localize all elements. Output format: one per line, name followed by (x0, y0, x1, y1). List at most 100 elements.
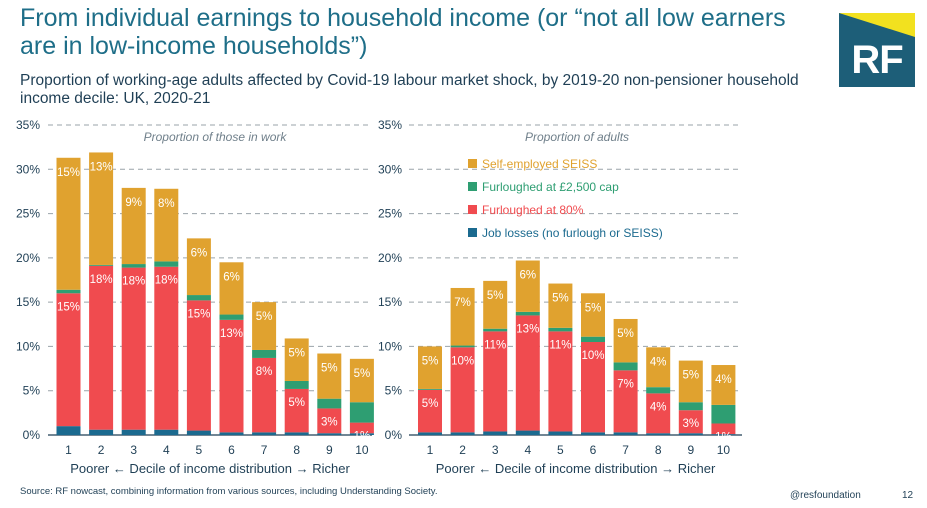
bar-segment (581, 293, 605, 337)
bar-segment (548, 283, 573, 328)
bar-segment (418, 346, 442, 389)
y-tick-label: 35% (378, 118, 402, 132)
chart-panel-2: 0%5%10%15%20%25%30%35%Proportion of adul… (378, 118, 742, 476)
bar-segment (219, 432, 244, 435)
bar-segment (483, 331, 508, 432)
bar-segment (219, 314, 244, 320)
data-label: 5% (321, 363, 338, 375)
bar-segment (711, 404, 736, 424)
x-tick-label: 4 (524, 443, 531, 457)
data-label: 13% (90, 161, 113, 173)
bar-segment (89, 265, 114, 430)
x-axis-label: Poorer ← Decile of income distribution →… (436, 461, 716, 476)
y-tick-label: 0% (23, 428, 41, 442)
bar-segment (154, 188, 179, 262)
data-label: 4% (650, 356, 667, 368)
bar-segment (219, 319, 244, 433)
bar-segment (89, 152, 114, 265)
y-tick-label: 25% (16, 207, 40, 221)
bar-segment (483, 280, 508, 329)
bar-segment (349, 422, 374, 434)
x-tick-label: 10 (717, 443, 731, 457)
y-tick-label: 35% (16, 118, 40, 132)
bar-segment (678, 360, 703, 403)
bar-segment (711, 423, 736, 435)
data-label: 5% (487, 290, 504, 302)
bar-segment (349, 433, 374, 435)
logo-text: RF (851, 38, 903, 82)
bar-segment (418, 389, 442, 433)
bar-segment (121, 267, 146, 430)
data-label: 5% (288, 347, 305, 359)
data-label: 11% (549, 339, 571, 351)
bar-segment (613, 362, 638, 371)
data-label: 4% (715, 374, 732, 386)
bar-segment (418, 388, 442, 390)
bar-segment (678, 402, 703, 411)
data-label: 18% (155, 275, 178, 287)
data-label: 5% (256, 311, 273, 323)
data-label: 5% (552, 293, 569, 305)
bar-segment (121, 187, 146, 265)
data-label: 15% (57, 301, 80, 313)
bar-segment (219, 262, 244, 315)
data-label: 1% (354, 431, 371, 443)
bar-segment (581, 336, 605, 342)
data-label: 6% (191, 247, 208, 259)
x-tick-label: 1 (65, 443, 72, 457)
x-tick-label: 3 (130, 443, 137, 457)
data-label: 3% (321, 416, 338, 428)
x-tick-label: 8 (655, 443, 662, 457)
y-tick-label: 15% (16, 295, 40, 309)
data-label: 7% (617, 378, 634, 390)
bar-segment (450, 345, 475, 348)
x-tick-label: 10 (355, 443, 369, 457)
x-tick-label: 9 (687, 443, 694, 457)
bar-segment (252, 302, 277, 350)
data-label: 6% (519, 270, 536, 282)
bar-segment (678, 410, 703, 434)
bar-segment (56, 293, 81, 427)
x-tick-label: 5 (196, 443, 203, 457)
y-tick-label: 15% (378, 295, 402, 309)
panel-label: Proportion of adults (525, 130, 629, 144)
bar-segment (646, 393, 671, 434)
bar-segment (56, 157, 81, 290)
bar-segment (548, 431, 573, 435)
x-tick-label: 3 (492, 443, 499, 457)
x-tick-label: 9 (326, 443, 333, 457)
bar-segment (349, 402, 374, 423)
data-label: 5% (682, 370, 699, 382)
bar-segment (284, 380, 309, 389)
data-label: 6% (223, 271, 240, 283)
data-label: 8% (158, 198, 175, 210)
x-tick-label: 6 (228, 443, 235, 457)
data-label: 9% (125, 197, 142, 209)
bar-segment (418, 432, 442, 435)
bar-segment (154, 261, 179, 267)
y-tick-label: 20% (16, 251, 40, 265)
x-tick-label: 1 (427, 443, 434, 457)
x-tick-label: 5 (557, 443, 564, 457)
x-tick-label: 7 (622, 443, 629, 457)
bar-segment (515, 315, 540, 431)
bar-segment (515, 260, 540, 312)
y-tick-label: 0% (385, 428, 403, 442)
rf-logo: RF (839, 13, 915, 87)
x-tick-label: 6 (590, 443, 597, 457)
bar-segment (548, 327, 573, 332)
data-label: 18% (122, 276, 145, 288)
bar-segment (450, 287, 475, 346)
bar-segment (186, 295, 211, 301)
bar-segment (483, 431, 508, 435)
bar-segment (56, 289, 81, 294)
data-label: 15% (187, 308, 210, 320)
bar-segment (317, 398, 342, 409)
legend-label: Furloughed at £2,500 cap (482, 180, 619, 194)
bar-segment (711, 434, 736, 435)
page-subtitle: Proportion of working-age adults affecte… (20, 72, 799, 107)
y-tick-label: 10% (378, 339, 402, 353)
bar-segment (450, 432, 475, 435)
bar-segment (252, 432, 277, 435)
page-title: From individual earnings to household in… (20, 4, 786, 60)
